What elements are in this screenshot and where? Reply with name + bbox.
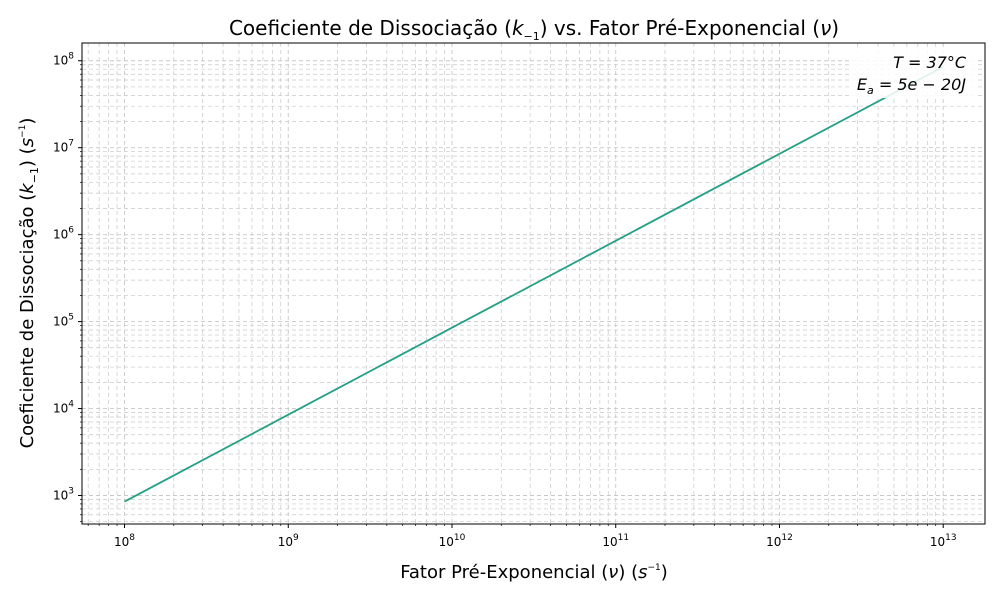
annotation-box [852,50,976,98]
annotation-activation-energy: Ea = 5e − 20J [857,75,966,97]
x-axis-label: Fator Pré-Exponencial (ν) (s−1) [400,562,668,583]
y-tick-label: 105 [53,313,74,329]
y-tick-label: 104 [53,400,74,416]
axes-frame [81,42,986,525]
x-tick-label: 1013 [930,533,957,549]
x-tick-label: 108 [114,533,135,549]
x-tick-label: 109 [278,533,299,549]
y-tick-label: 107 [53,139,74,155]
annotation-temperature: T = 37°C [893,53,967,72]
x-tick-label: 1012 [766,533,793,549]
y-tick-label: 108 [53,52,74,68]
y-tick-label: 106 [53,226,74,242]
y-tick-label: 103 [53,486,74,502]
series-group [124,66,944,503]
chart-title: Coeficiente de Dissociação (k−1) vs. Fat… [229,16,839,43]
grid-lines [82,43,985,524]
ticks-group: 108 109 1010 1011 1012 1013 103 104 105 106 107 108 [53,52,957,549]
x-tick-label: 1010 [439,533,466,549]
x-tick-label: 1011 [602,533,629,549]
y-axis-label: Coeficiente de Dissociação (k−1) (s−1) [17,118,41,449]
series-line [124,66,944,503]
